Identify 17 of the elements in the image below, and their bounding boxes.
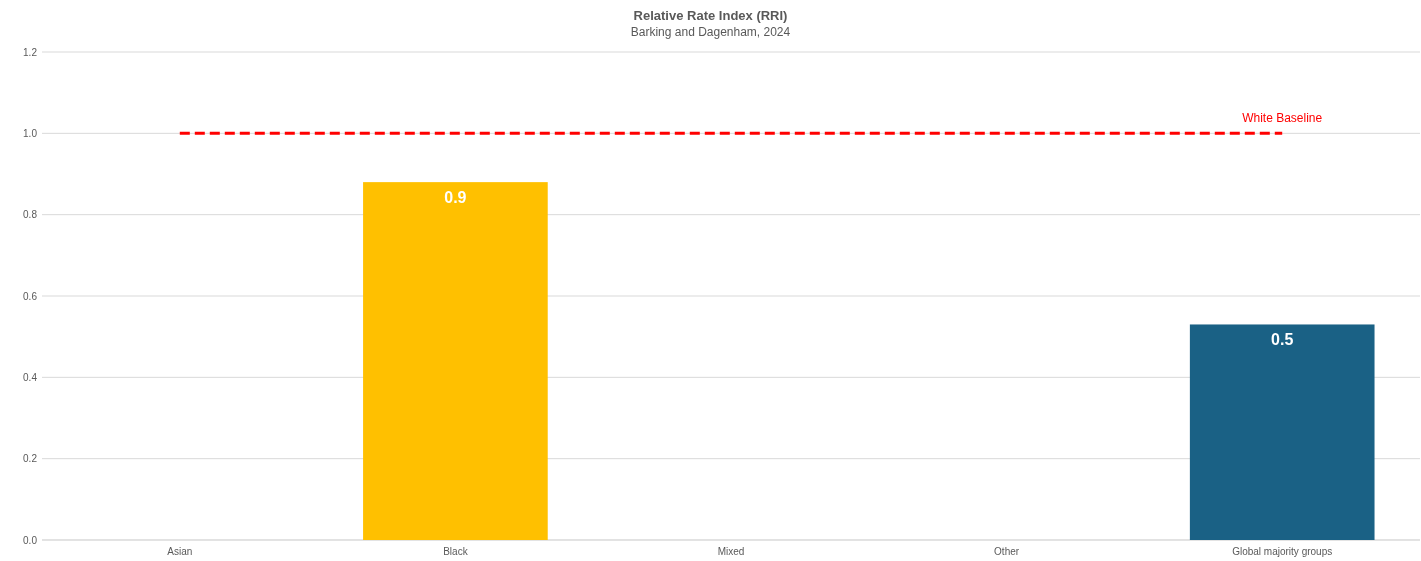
x-tick-label: Black [443,546,469,557]
chart-subtitle: Barking and Dagenham, 2024 [630,25,791,39]
chart-title: Relative Rate Index (RRI) [633,8,788,23]
y-tick-label: 0.4 [23,371,38,383]
y-tick-label: 0.2 [23,453,38,465]
y-tick-label: 0.0 [23,534,38,546]
x-tick-label: Other [994,546,1020,557]
data-label: 0.5 [1271,331,1294,349]
x-tick-label: Mixed [717,546,745,557]
ref-line-label: White Baseline [1242,111,1323,126]
y-tick-label: 1.0 [23,127,38,139]
y-tick-label: 0.8 [23,209,38,221]
x-tick-label: Global majority groups [1232,546,1333,557]
y-tick-label: 0.6 [23,290,38,302]
x-tick-label: Asian [167,546,193,557]
data-label: 0.9 [444,189,467,207]
y-tick-label: 1.2 [23,46,38,58]
